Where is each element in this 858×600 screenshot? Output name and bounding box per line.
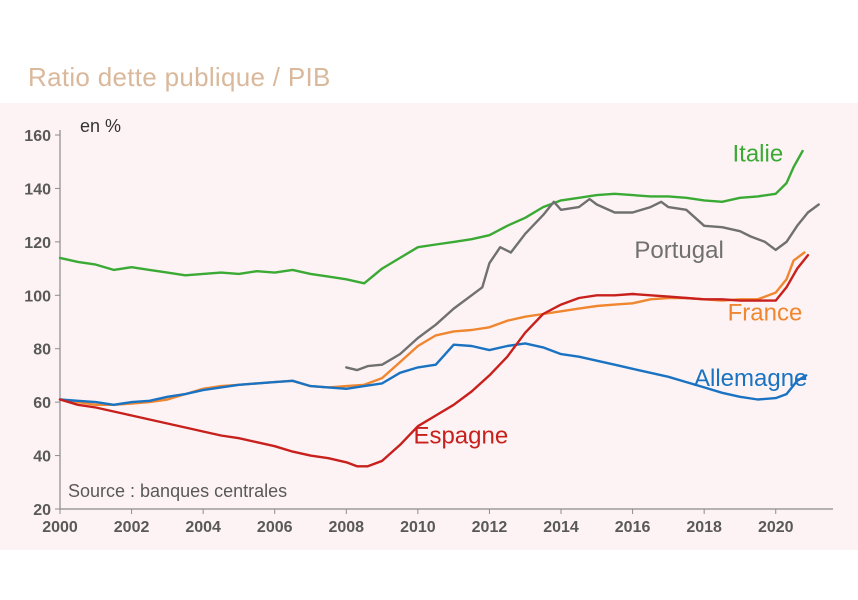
series-label-allemagne: Allemagne <box>694 365 807 392</box>
x-tick-label: 2008 <box>328 519 364 536</box>
x-tick-label: 2000 <box>42 519 78 536</box>
x-tick-label: 2012 <box>472 519 508 536</box>
y-tick-label: 60 <box>33 395 51 412</box>
y-tick-label: 20 <box>33 502 51 519</box>
x-tick-label: 2016 <box>615 519 651 536</box>
x-tick-label: 2002 <box>114 519 150 536</box>
x-tick-label: 2020 <box>758 519 794 536</box>
y-tick-label: 80 <box>33 342 51 359</box>
series-label-portugal: Portugal <box>634 237 723 264</box>
y-tick-label: 40 <box>33 449 51 466</box>
series-line-portugal <box>346 199 818 370</box>
x-tick-label: 2006 <box>257 519 293 536</box>
series-label-italie: Italie <box>732 141 783 168</box>
series-label-france: France <box>728 300 803 327</box>
y-tick-label: 140 <box>24 181 51 198</box>
unit-label: en % <box>80 116 121 136</box>
y-tick-label: 160 <box>24 128 51 145</box>
x-tick-label: 2010 <box>400 519 436 536</box>
y-tick-label: 120 <box>24 235 51 252</box>
y-tick-label: 100 <box>24 288 51 305</box>
x-tick-label: 2018 <box>686 519 722 536</box>
x-tick-label: 2004 <box>185 519 221 536</box>
x-tick-label: 2014 <box>543 519 579 536</box>
series-label-espagne: Espagne <box>413 423 508 450</box>
source-label: Source : banques centrales <box>68 481 287 501</box>
